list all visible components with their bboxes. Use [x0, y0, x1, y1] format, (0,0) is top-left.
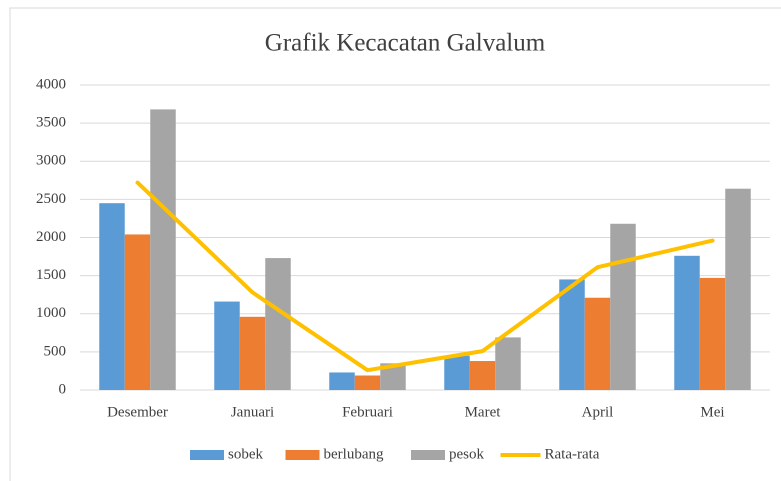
bar [584, 297, 611, 390]
x-tick-label: Februari [342, 404, 393, 420]
bar [699, 277, 726, 390]
chart-title: Grafik Kecacatan Galvalum [265, 30, 546, 57]
x-tick-label: April [582, 404, 614, 420]
bar [265, 258, 291, 390]
bar [725, 188, 751, 390]
y-tick-label: 2500 [36, 191, 66, 207]
y-tick-label: 2000 [36, 229, 66, 245]
y-tick-label: 1500 [36, 267, 66, 283]
legend-label: Rata-rata [545, 446, 600, 462]
legend-swatch [190, 450, 224, 460]
bar [124, 234, 151, 390]
bar [99, 203, 125, 390]
y-tick-label: 0 [59, 381, 67, 397]
y-tick-label: 500 [44, 343, 67, 359]
legend-label: sobek [228, 446, 263, 462]
legend-swatch [285, 450, 320, 460]
bar [150, 109, 176, 391]
bar [610, 223, 636, 390]
line [135, 180, 715, 373]
y-tick-label: 1000 [36, 305, 66, 321]
bar [674, 255, 700, 390]
chart-frame [9, 7, 781, 481]
legend-swatch [411, 450, 445, 460]
bar [444, 355, 470, 390]
bar [495, 337, 521, 390]
bar [214, 301, 240, 390]
legend-label: berlubang [324, 446, 384, 462]
y-tick-label: 4000 [36, 76, 66, 92]
bar [354, 375, 381, 390]
y-tick-label: 3000 [36, 153, 66, 169]
bar [559, 279, 585, 390]
x-tick-label: Desember [107, 404, 168, 420]
bar [239, 316, 266, 390]
bar [329, 372, 355, 390]
legend-label: pesok [449, 446, 484, 462]
x-tick-label: Januari [231, 404, 274, 420]
bar [469, 361, 496, 390]
x-tick-label: Mei [700, 404, 724, 420]
x-tick-label: Maret [465, 404, 502, 420]
y-tick-label: 3500 [36, 115, 66, 131]
